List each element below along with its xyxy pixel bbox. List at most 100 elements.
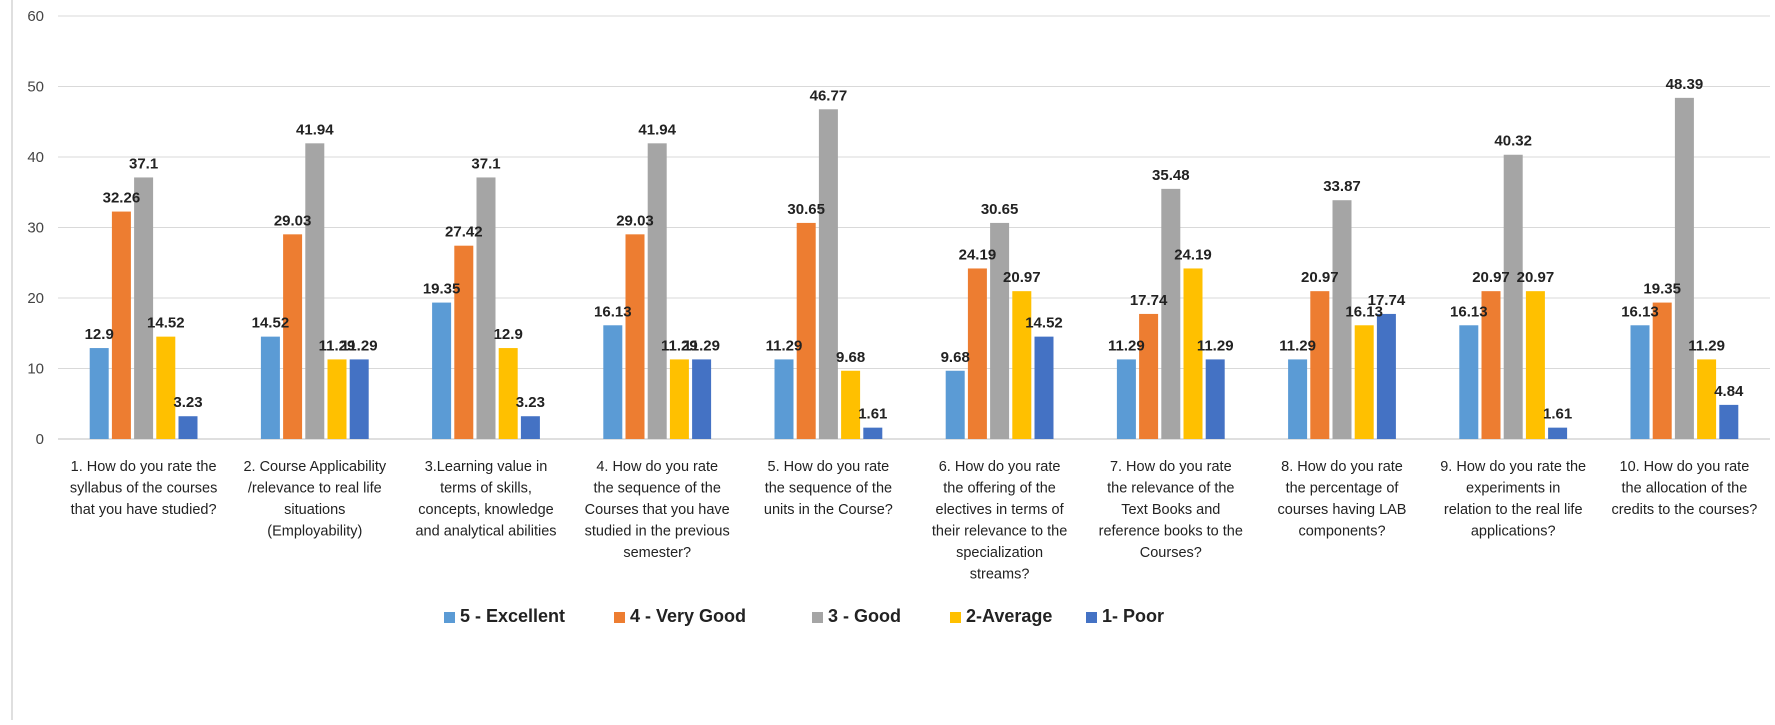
bar [498, 348, 518, 439]
bar [89, 348, 109, 439]
data-label: 14.52 [147, 315, 185, 332]
legend-label: 2-Average [966, 606, 1052, 626]
data-label: 33.87 [1323, 178, 1361, 195]
bar [1652, 302, 1672, 439]
data-label: 1.61 [858, 406, 887, 423]
legend-label: 4 - Very Good [630, 606, 746, 626]
category-label-line: the allocation of the [1622, 481, 1748, 497]
category-label: 7. How do you rate the relevance of the Te… [1099, 459, 1243, 561]
data-label: 14.52 [1025, 315, 1063, 332]
bar [967, 268, 987, 439]
legend-swatch [444, 612, 455, 623]
category-label-line: their relevance to the [932, 524, 1067, 540]
category-label: 8. How do you rate the percentage of cours… [1278, 459, 1407, 540]
category-label: 5. How do you rate the sequence of the uni… [764, 459, 893, 518]
bar [1161, 188, 1181, 439]
data-label: 11.29 [1108, 337, 1145, 354]
bar [863, 427, 883, 439]
bar [1332, 200, 1352, 439]
legend-label: 3 - Good [828, 606, 901, 626]
bar [178, 416, 198, 439]
category-label: 3.Learning value in terms of skills, conce… [415, 459, 556, 540]
y-tick-label: 0 [36, 431, 44, 448]
y-tick-label: 50 [27, 79, 44, 96]
category-label-line: electives in terms of [936, 502, 1065, 518]
bar [260, 336, 280, 439]
category-label: 6. How do you rate the offering of the ele… [932, 459, 1067, 583]
data-label: 11.29 [1279, 337, 1316, 354]
data-label: 37.1 [471, 155, 500, 172]
legend: 5 - Excellent 4 - Very Good 3 - Good 2-Aver… [444, 606, 1164, 626]
data-label: 12.9 [85, 326, 114, 343]
data-label: 19.35 [1643, 281, 1681, 298]
data-label: 30.65 [981, 201, 1019, 218]
bar [1354, 325, 1374, 439]
bar [1674, 97, 1694, 440]
category-label-line: the sequence of the [765, 481, 892, 497]
category-label-line: that you have studied? [71, 502, 217, 518]
data-label: 19.35 [423, 281, 461, 298]
bar [841, 370, 861, 439]
category-labels: 1. How do you rate the syllabus of the co… [70, 459, 1757, 583]
data-label: 41.94 [638, 121, 676, 138]
bar [111, 211, 131, 439]
category-label-line: /relevance to real life [248, 481, 382, 497]
category-label-line: 5. How do you rate [768, 459, 890, 475]
data-label: 16.13 [594, 303, 632, 320]
category-label-line: experiments in [1466, 481, 1560, 497]
data-label: 11.29 [341, 337, 378, 354]
bar [520, 416, 540, 439]
category-label-line: courses having LAB [1278, 502, 1407, 518]
data-label: 12.9 [494, 326, 523, 343]
bars [89, 97, 1739, 440]
category-label-line: 9. How do you rate the [1440, 459, 1586, 475]
category-label-line: components? [1298, 524, 1385, 540]
bar [1630, 325, 1650, 439]
category-label: 9. How do you rate the experiments in rela… [1440, 459, 1586, 540]
y-tick-label: 40 [27, 149, 44, 166]
bar [669, 359, 689, 439]
y-tick-label: 10 [27, 361, 44, 378]
data-label: 16.13 [1450, 303, 1488, 320]
data-label: 11.29 [661, 337, 698, 354]
bar [990, 222, 1010, 439]
category-label-line: units in the Course? [764, 502, 893, 518]
bar [1139, 313, 1159, 439]
category-label-line: streams? [970, 567, 1030, 583]
category-label-line: (Employability) [267, 524, 362, 540]
data-label: 9.68 [836, 349, 865, 366]
bar [1525, 291, 1545, 439]
data-label: 3.23 [173, 394, 202, 411]
bar [1503, 154, 1523, 439]
bar [1459, 325, 1479, 439]
data-label: 41.94 [296, 121, 334, 138]
bar [818, 109, 838, 440]
bar [283, 234, 303, 439]
bar [1183, 268, 1203, 439]
legend-swatch [614, 612, 625, 623]
category-label: 4. How do you rate the sequence of the Cou… [585, 459, 730, 561]
legend-swatch [812, 612, 823, 623]
category-label-line: situations [284, 502, 345, 518]
data-label: 20.97 [1472, 269, 1510, 286]
category-label-line: the sequence of the [594, 481, 721, 497]
data-label: 29.03 [274, 212, 312, 229]
data-label: 11.29 [766, 337, 803, 354]
category-label-line: the percentage of [1286, 481, 1400, 497]
data-label: 16.13 [1621, 303, 1659, 320]
data-label: 3.23 [516, 394, 545, 411]
category-label-line: relation to the real life [1444, 502, 1583, 518]
y-tick-label: 30 [27, 220, 44, 237]
data-label: 24.19 [1174, 246, 1212, 263]
category-label-line: Text Books and [1121, 502, 1220, 518]
bar [156, 336, 176, 439]
data-label: 37.1 [129, 155, 158, 172]
data-label: 17.74 [1368, 292, 1406, 309]
data-label: 20.97 [1517, 269, 1555, 286]
category-label: 2. Course Applicability/relevance to rea… [243, 459, 386, 540]
bar [625, 234, 645, 439]
category-label-line: 3.Learning value in [425, 459, 548, 475]
data-label: 4.84 [1714, 383, 1744, 400]
